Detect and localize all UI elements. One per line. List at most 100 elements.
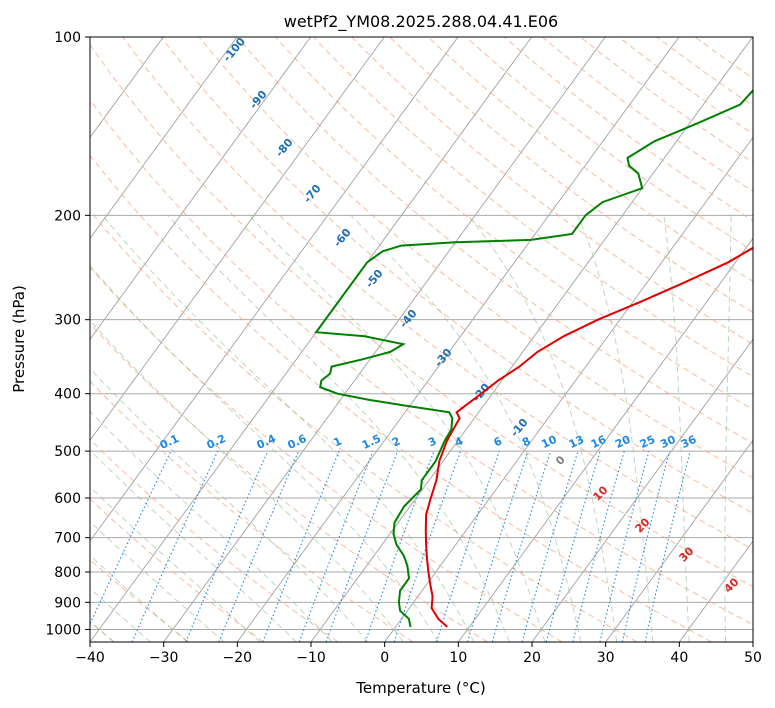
moist-adiabat-line bbox=[577, 215, 654, 642]
moist-adiabat-line bbox=[724, 215, 732, 642]
y-tick-label: 900 bbox=[54, 595, 81, 611]
mixing-ratio-line bbox=[90, 450, 172, 626]
moist-adiabat-line bbox=[90, 521, 225, 642]
dry-adiabat-line bbox=[542, 37, 753, 192]
dry-adiabat-line bbox=[90, 498, 264, 642]
dry-adiabat-line bbox=[90, 558, 190, 642]
y-axis-ticks: 100 200 300 400 500 600 700 800 900 1000 bbox=[45, 30, 90, 638]
isotherm-line bbox=[457, 237, 753, 642]
mixing-ratio-line bbox=[621, 450, 671, 642]
isotherm-line bbox=[605, 439, 753, 642]
isotherm-line bbox=[531, 338, 753, 642]
x-tick-label: 30 bbox=[597, 650, 615, 666]
profile-series bbox=[314, 88, 753, 628]
moist-adiabat-line bbox=[102, 214, 475, 642]
temperature-line bbox=[424, 246, 753, 628]
dewpoint-line bbox=[314, 88, 753, 628]
dry-adiabat-line bbox=[90, 380, 414, 642]
grid-lines bbox=[90, 37, 775, 642]
chart-title: wetPf2_YM08.2025.288.04.41.E06 bbox=[284, 12, 558, 32]
dry-adiabat-line bbox=[90, 323, 488, 642]
dry-adiabat-line bbox=[427, 37, 753, 282]
moist-adiabat-line bbox=[90, 449, 297, 642]
dry-adiabat-line bbox=[90, 438, 339, 642]
dry-adiabat-line bbox=[313, 37, 753, 378]
moist-adiabat-line bbox=[90, 264, 439, 642]
moist-adiabat-line bbox=[467, 214, 618, 642]
dry-adiabat-label: -70 bbox=[301, 182, 324, 206]
dry-adiabat-line bbox=[275, 37, 753, 411]
mixing-ratio-label: 3 bbox=[426, 434, 438, 449]
mixing-ratio-label: 2 bbox=[390, 434, 402, 449]
moist-adiabat-label: 30 bbox=[677, 544, 697, 564]
y-axis-label: Pressure (hPa) bbox=[10, 285, 28, 393]
x-tick-label: 0 bbox=[380, 650, 389, 666]
isotherm-line bbox=[384, 136, 753, 642]
y-tick-label: 700 bbox=[54, 531, 81, 547]
mixing-ratio-label: 0.2 bbox=[205, 432, 228, 452]
y-tick-label: 300 bbox=[54, 313, 81, 329]
dry-adiabat-label: -90 bbox=[247, 88, 270, 112]
mixing-ratio-label: 20 bbox=[613, 433, 633, 451]
mixing-ratio-line bbox=[644, 450, 691, 642]
mixing-ratio-line bbox=[393, 450, 462, 642]
mixing-ratio-label: 0.6 bbox=[285, 432, 308, 452]
dry-adiabat-label: -80 bbox=[273, 136, 296, 160]
moist-adiabat-line bbox=[762, 215, 775, 642]
x-tick-label: 10 bbox=[449, 650, 467, 666]
dry-adiabat-line bbox=[618, 37, 753, 135]
dry-adiabat-line bbox=[90, 266, 563, 642]
mixing-ratio-line bbox=[185, 450, 269, 642]
mixing-ratio-label: 4 bbox=[453, 434, 466, 449]
mixing-ratio-label: 1.5 bbox=[360, 432, 383, 452]
mixing-ratio-line bbox=[599, 450, 650, 642]
y-tick-label: 100 bbox=[54, 30, 81, 46]
x-tick-label: 50 bbox=[744, 650, 762, 666]
dry-adiabat-line bbox=[694, 37, 753, 79]
mixing-ratio-label: 0.4 bbox=[255, 432, 278, 452]
dry-adiabat-line bbox=[160, 37, 753, 514]
mixing-ratio-line bbox=[325, 450, 399, 642]
mixing-ratio-label: 16 bbox=[589, 433, 609, 451]
mixing-ratio-line bbox=[298, 450, 374, 642]
x-tick-label: −30 bbox=[149, 650, 179, 666]
dry-adiabat-line bbox=[503, 37, 753, 222]
dry-adiabat-line bbox=[90, 154, 712, 642]
mixing-ratio-label: 0.1 bbox=[158, 432, 181, 452]
dry-adiabat-label: -60 bbox=[331, 226, 354, 250]
moist-adiabat-label: 10 bbox=[591, 483, 611, 503]
moist-adiabat-line bbox=[167, 214, 510, 642]
plot-frame bbox=[89, 36, 754, 643]
mixing-ratio-line bbox=[364, 450, 435, 642]
x-axis-label: Temperature (°C) bbox=[355, 679, 485, 697]
dry-adiabat-line bbox=[122, 37, 753, 551]
isotherm-line bbox=[90, 37, 533, 642]
moist-adiabat-line bbox=[663, 215, 690, 642]
mixing-ratio-label: 36 bbox=[679, 433, 699, 451]
dry-adiabat-line bbox=[656, 37, 753, 107]
x-tick-label: −40 bbox=[75, 650, 105, 666]
y-tick-label: 600 bbox=[54, 491, 81, 507]
mixing-ratio-line bbox=[262, 450, 340, 642]
x-tick-label: −20 bbox=[223, 650, 253, 666]
dry-adiabat-line bbox=[236, 37, 753, 445]
dry-adiabat-line bbox=[90, 210, 638, 642]
mixing-ratio-line bbox=[466, 450, 529, 642]
x-tick-label: 20 bbox=[523, 650, 541, 666]
dry-adiabat-line bbox=[90, 43, 753, 588]
isotherm-line bbox=[236, 37, 680, 642]
isotherm-line bbox=[90, 37, 385, 442]
isotherm-line bbox=[90, 37, 238, 240]
y-tick-label: 800 bbox=[54, 565, 81, 581]
dry-adiabat-line bbox=[90, 99, 753, 626]
isotherm-line bbox=[90, 37, 459, 542]
mixing-ratio-line bbox=[521, 450, 579, 642]
mixing-ratio-line bbox=[131, 450, 219, 642]
moist-adiabat-line bbox=[90, 486, 261, 642]
mixing-ratio-line bbox=[491, 450, 552, 642]
mixing-ratio-label: 25 bbox=[638, 433, 657, 451]
moist-adiabat-line bbox=[350, 214, 582, 642]
dry-adiabat-label: -100 bbox=[220, 35, 248, 65]
x-tick-label: 40 bbox=[670, 650, 688, 666]
x-tick-label: −10 bbox=[296, 650, 326, 666]
